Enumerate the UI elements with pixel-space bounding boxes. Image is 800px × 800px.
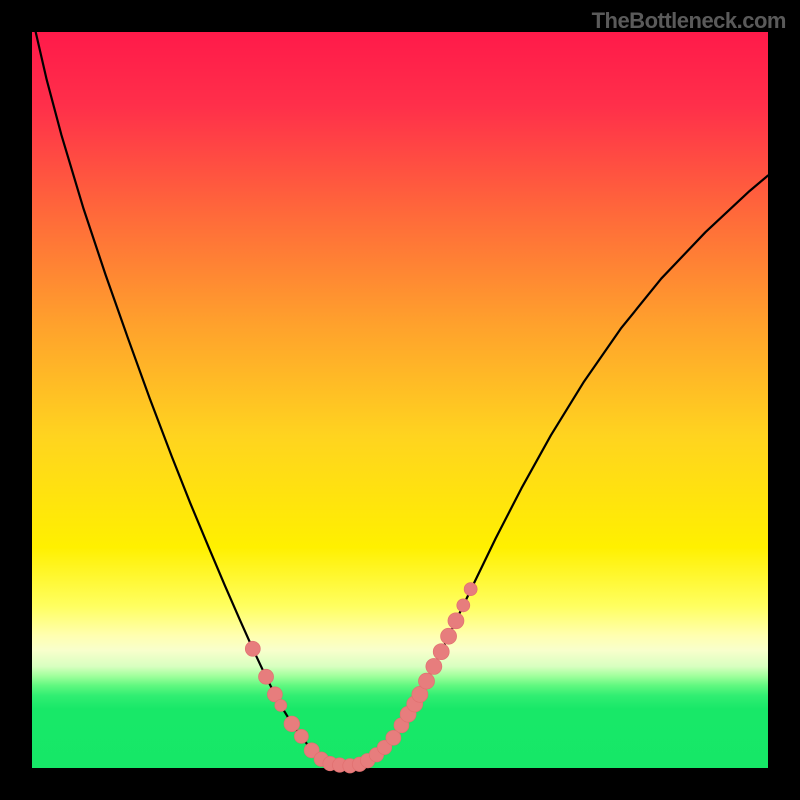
data-marker: [441, 628, 457, 644]
data-marker: [259, 669, 274, 684]
data-marker: [245, 641, 260, 656]
chart-container: TheBottleneck.com: [0, 0, 800, 800]
data-marker: [448, 613, 464, 629]
data-marker: [284, 716, 300, 732]
data-marker: [419, 673, 435, 689]
data-marker: [464, 583, 477, 596]
chart-svg: [0, 0, 800, 800]
data-marker: [426, 658, 442, 674]
data-marker: [294, 729, 308, 743]
plot-area-gradient: [32, 32, 768, 768]
data-marker: [457, 599, 470, 612]
data-marker: [433, 644, 449, 660]
data-marker: [275, 699, 287, 711]
